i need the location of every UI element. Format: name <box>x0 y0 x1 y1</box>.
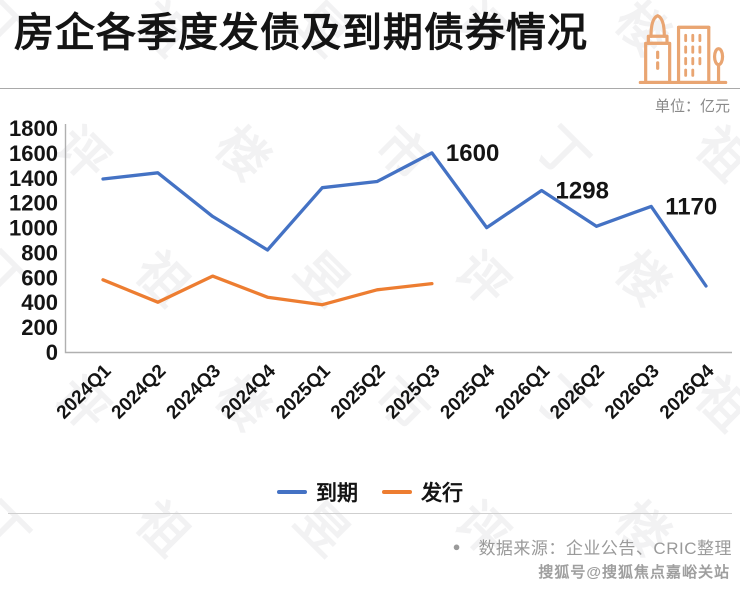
data-source-text: 数据来源：企业公告、CRIC整理 <box>478 539 732 558</box>
data-point-label: 1298 <box>556 177 609 204</box>
x-axis-tick-label: 2025Q2 <box>327 361 390 424</box>
x-axis-tick-label: 2024Q2 <box>108 361 171 424</box>
legend-maturity-label: 到期 <box>316 482 358 505</box>
y-axis-tick-label: 1000 <box>9 216 58 241</box>
buildings-icon <box>638 14 728 85</box>
bullet-icon: ● <box>452 539 461 554</box>
x-axis-tick-label: 2024Q3 <box>163 361 226 424</box>
legend-issuance-line-swatch <box>382 489 412 495</box>
footer-divider <box>8 513 732 514</box>
x-axis-tick-label: 2025Q4 <box>437 360 500 423</box>
unit-label: 单位：亿元 <box>654 98 730 115</box>
y-axis-tick-label: 400 <box>21 290 58 315</box>
y-axis-tick-label: 1200 <box>9 191 58 216</box>
x-axis-tick-label: 2025Q3 <box>382 361 445 424</box>
data-point-label: 1170 <box>665 193 717 220</box>
chart-axes <box>64 124 732 354</box>
x-axis-tick-label: 2024Q4 <box>217 360 280 423</box>
data-point-label: 1600 <box>446 140 499 167</box>
y-axis-tick-label: 0 <box>46 340 58 365</box>
x-axis-tick-label: 2026Q2 <box>546 361 609 424</box>
sohu-watermark-text: 搜狐号@搜狐焦点嘉峪关站 <box>538 564 730 581</box>
x-axis-tick-label: 2026Q4 <box>656 360 719 423</box>
chart-legend: 到期 发行 <box>0 477 740 507</box>
y-axis-tick-label: 1400 <box>9 166 58 191</box>
x-axis-tick-label: 2024Q1 <box>53 360 116 423</box>
header-divider <box>0 88 740 89</box>
page-title: 房企各季度发债及到期债券情况 <box>14 11 588 55</box>
y-axis-tick-label: 1800 <box>9 116 58 141</box>
series-line-到期 <box>101 151 708 288</box>
y-axis-tick-label: 800 <box>21 240 58 265</box>
legend-issuance-label: 发行 <box>421 482 463 505</box>
legend-maturity-line-swatch <box>277 489 307 495</box>
line-chart: 0200400600800100012001400160018002024Q12… <box>9 116 732 424</box>
series-line-发行 <box>101 274 434 307</box>
x-axis-tick-label: 2026Q3 <box>601 361 664 424</box>
x-axis-tick-label: 2026Q1 <box>491 360 554 423</box>
y-axis-tick-label: 1600 <box>9 141 58 166</box>
source-row: ● 数据来源：企业公告、CRIC整理 <box>453 534 732 559</box>
y-axis-tick-label: 600 <box>21 265 58 290</box>
y-axis-tick-label: 200 <box>21 315 58 340</box>
x-axis-tick-label: 2025Q1 <box>272 360 335 423</box>
